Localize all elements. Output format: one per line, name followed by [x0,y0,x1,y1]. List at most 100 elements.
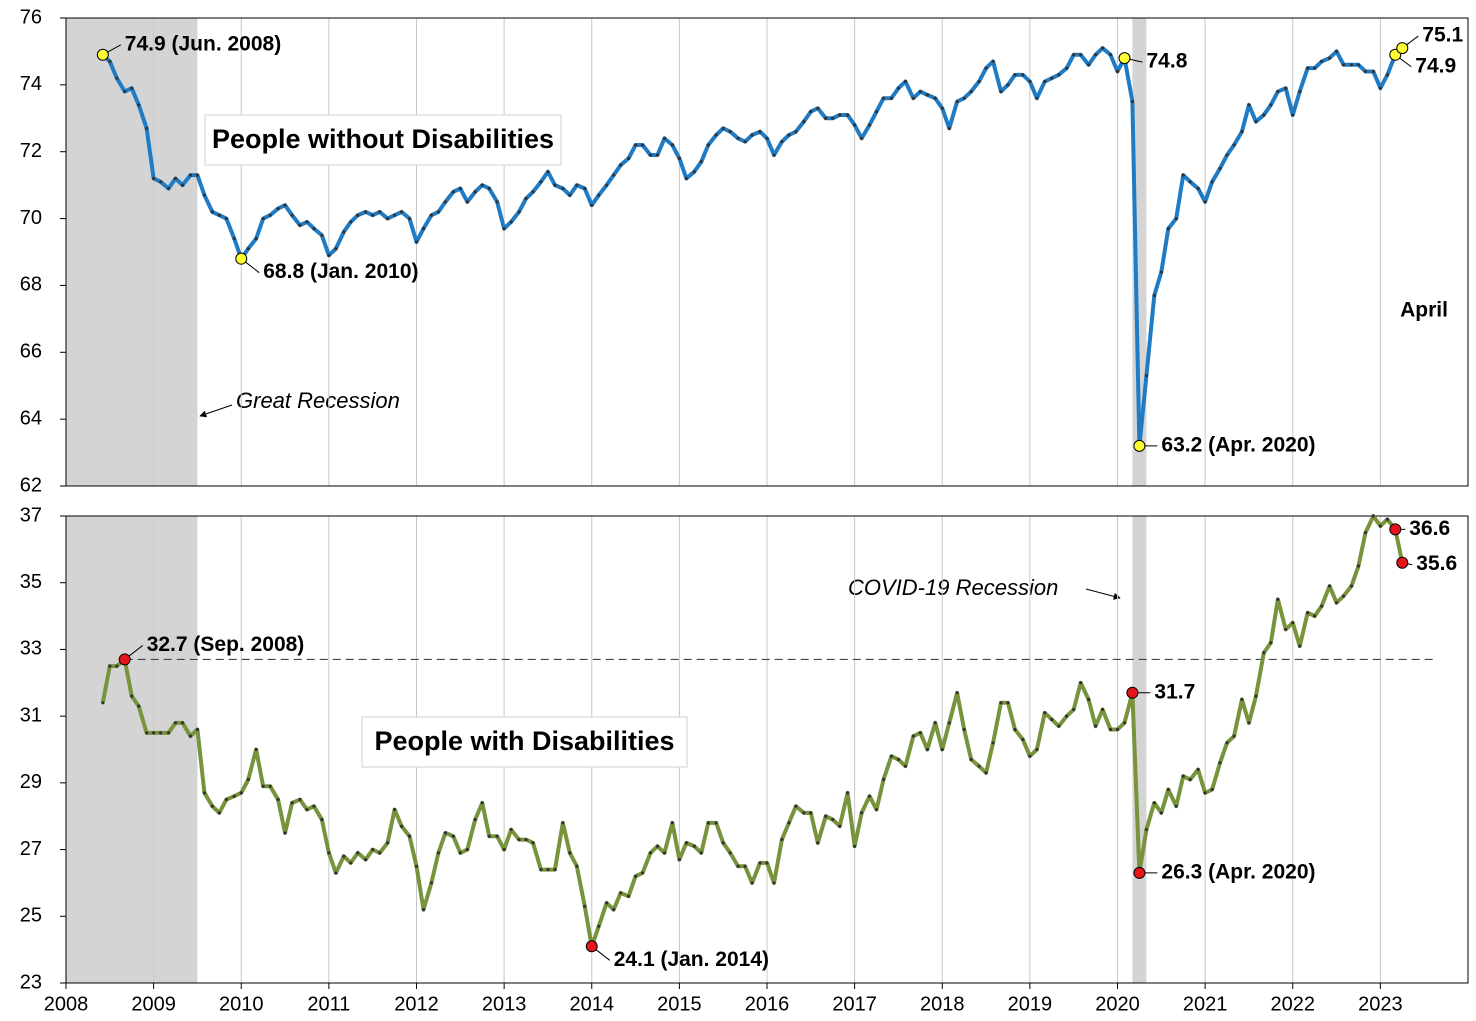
point [940,106,944,110]
highlight-point [1396,556,1409,569]
point [568,193,572,197]
point [443,200,448,204]
y-tick-label: 74 [20,73,42,95]
point [648,851,653,855]
point [451,834,455,838]
point [115,664,119,668]
point [1210,180,1214,184]
x-tick-label: 2010 [219,993,264,1015]
recession-shade [1132,516,1147,983]
point [166,731,171,735]
point [1378,524,1382,528]
point [1065,66,1069,70]
point [692,844,696,848]
point [458,186,462,191]
point [283,831,287,835]
point [1057,724,1061,728]
y-tick-label: 62 [20,474,42,496]
point [1232,734,1236,738]
highlight-point [118,653,131,666]
point [736,864,740,868]
point [824,814,828,818]
point [896,757,901,762]
point [714,821,718,825]
point [202,193,207,197]
point [159,731,163,735]
point [640,871,645,875]
point [999,701,1003,705]
x-tick-label: 2020 [1095,993,1140,1015]
point [728,851,732,855]
point [1101,46,1105,50]
point [619,163,623,167]
point [1349,63,1354,67]
point [1298,644,1302,648]
y-tick-label: 33 [20,638,42,660]
point [400,210,404,214]
point [605,183,609,187]
point [758,130,762,134]
point [925,747,929,752]
point [473,190,477,194]
recession-label: Great Recession [236,388,400,413]
point [159,180,163,184]
point [210,210,214,214]
point [473,817,477,822]
point [1115,727,1120,732]
point [787,133,791,137]
point [524,837,528,842]
point [349,220,353,224]
data-label: 31.7 [1154,680,1195,703]
point [1210,787,1214,792]
point [502,227,506,231]
point [342,230,346,234]
point [918,89,922,94]
point [575,864,579,868]
point [1057,73,1061,77]
recession-arrow [199,404,233,418]
x-tick-label: 2014 [570,993,615,1015]
point [1385,517,1389,521]
point [896,86,901,90]
data-label: 26.3 (Apr. 2020) [1161,860,1315,883]
data-label: 35.6 [1416,552,1457,575]
point [502,847,506,852]
point [371,847,375,852]
x-tick-label: 2012 [394,993,439,1015]
y-tick-label: 27 [20,838,42,860]
recession-label: COVID-19 Recession [848,575,1058,600]
point [612,908,616,912]
point [706,821,710,825]
point [123,89,127,94]
point [553,183,557,187]
point [1065,714,1069,718]
point [831,817,835,822]
point [991,59,995,64]
point [758,861,762,865]
point [268,784,272,788]
point [1101,707,1105,712]
point [1327,584,1332,588]
point [414,864,419,868]
panel-label-box [361,716,688,768]
point [1013,73,1017,77]
point [1203,791,1207,795]
point [224,797,228,802]
point [903,79,908,84]
point [378,851,382,855]
point [407,216,412,221]
point [1043,711,1047,715]
point [1306,66,1310,70]
highlight-point [1389,523,1402,536]
highlight-point [1118,52,1131,65]
point [180,183,185,187]
highlight-point [1396,42,1409,55]
point [1028,79,1032,84]
point [670,143,674,147]
data-label: 75.1 [1422,24,1463,47]
point [1108,53,1113,57]
point [1006,701,1010,705]
highlight-point [235,252,248,265]
point [312,227,316,231]
point [305,220,309,224]
